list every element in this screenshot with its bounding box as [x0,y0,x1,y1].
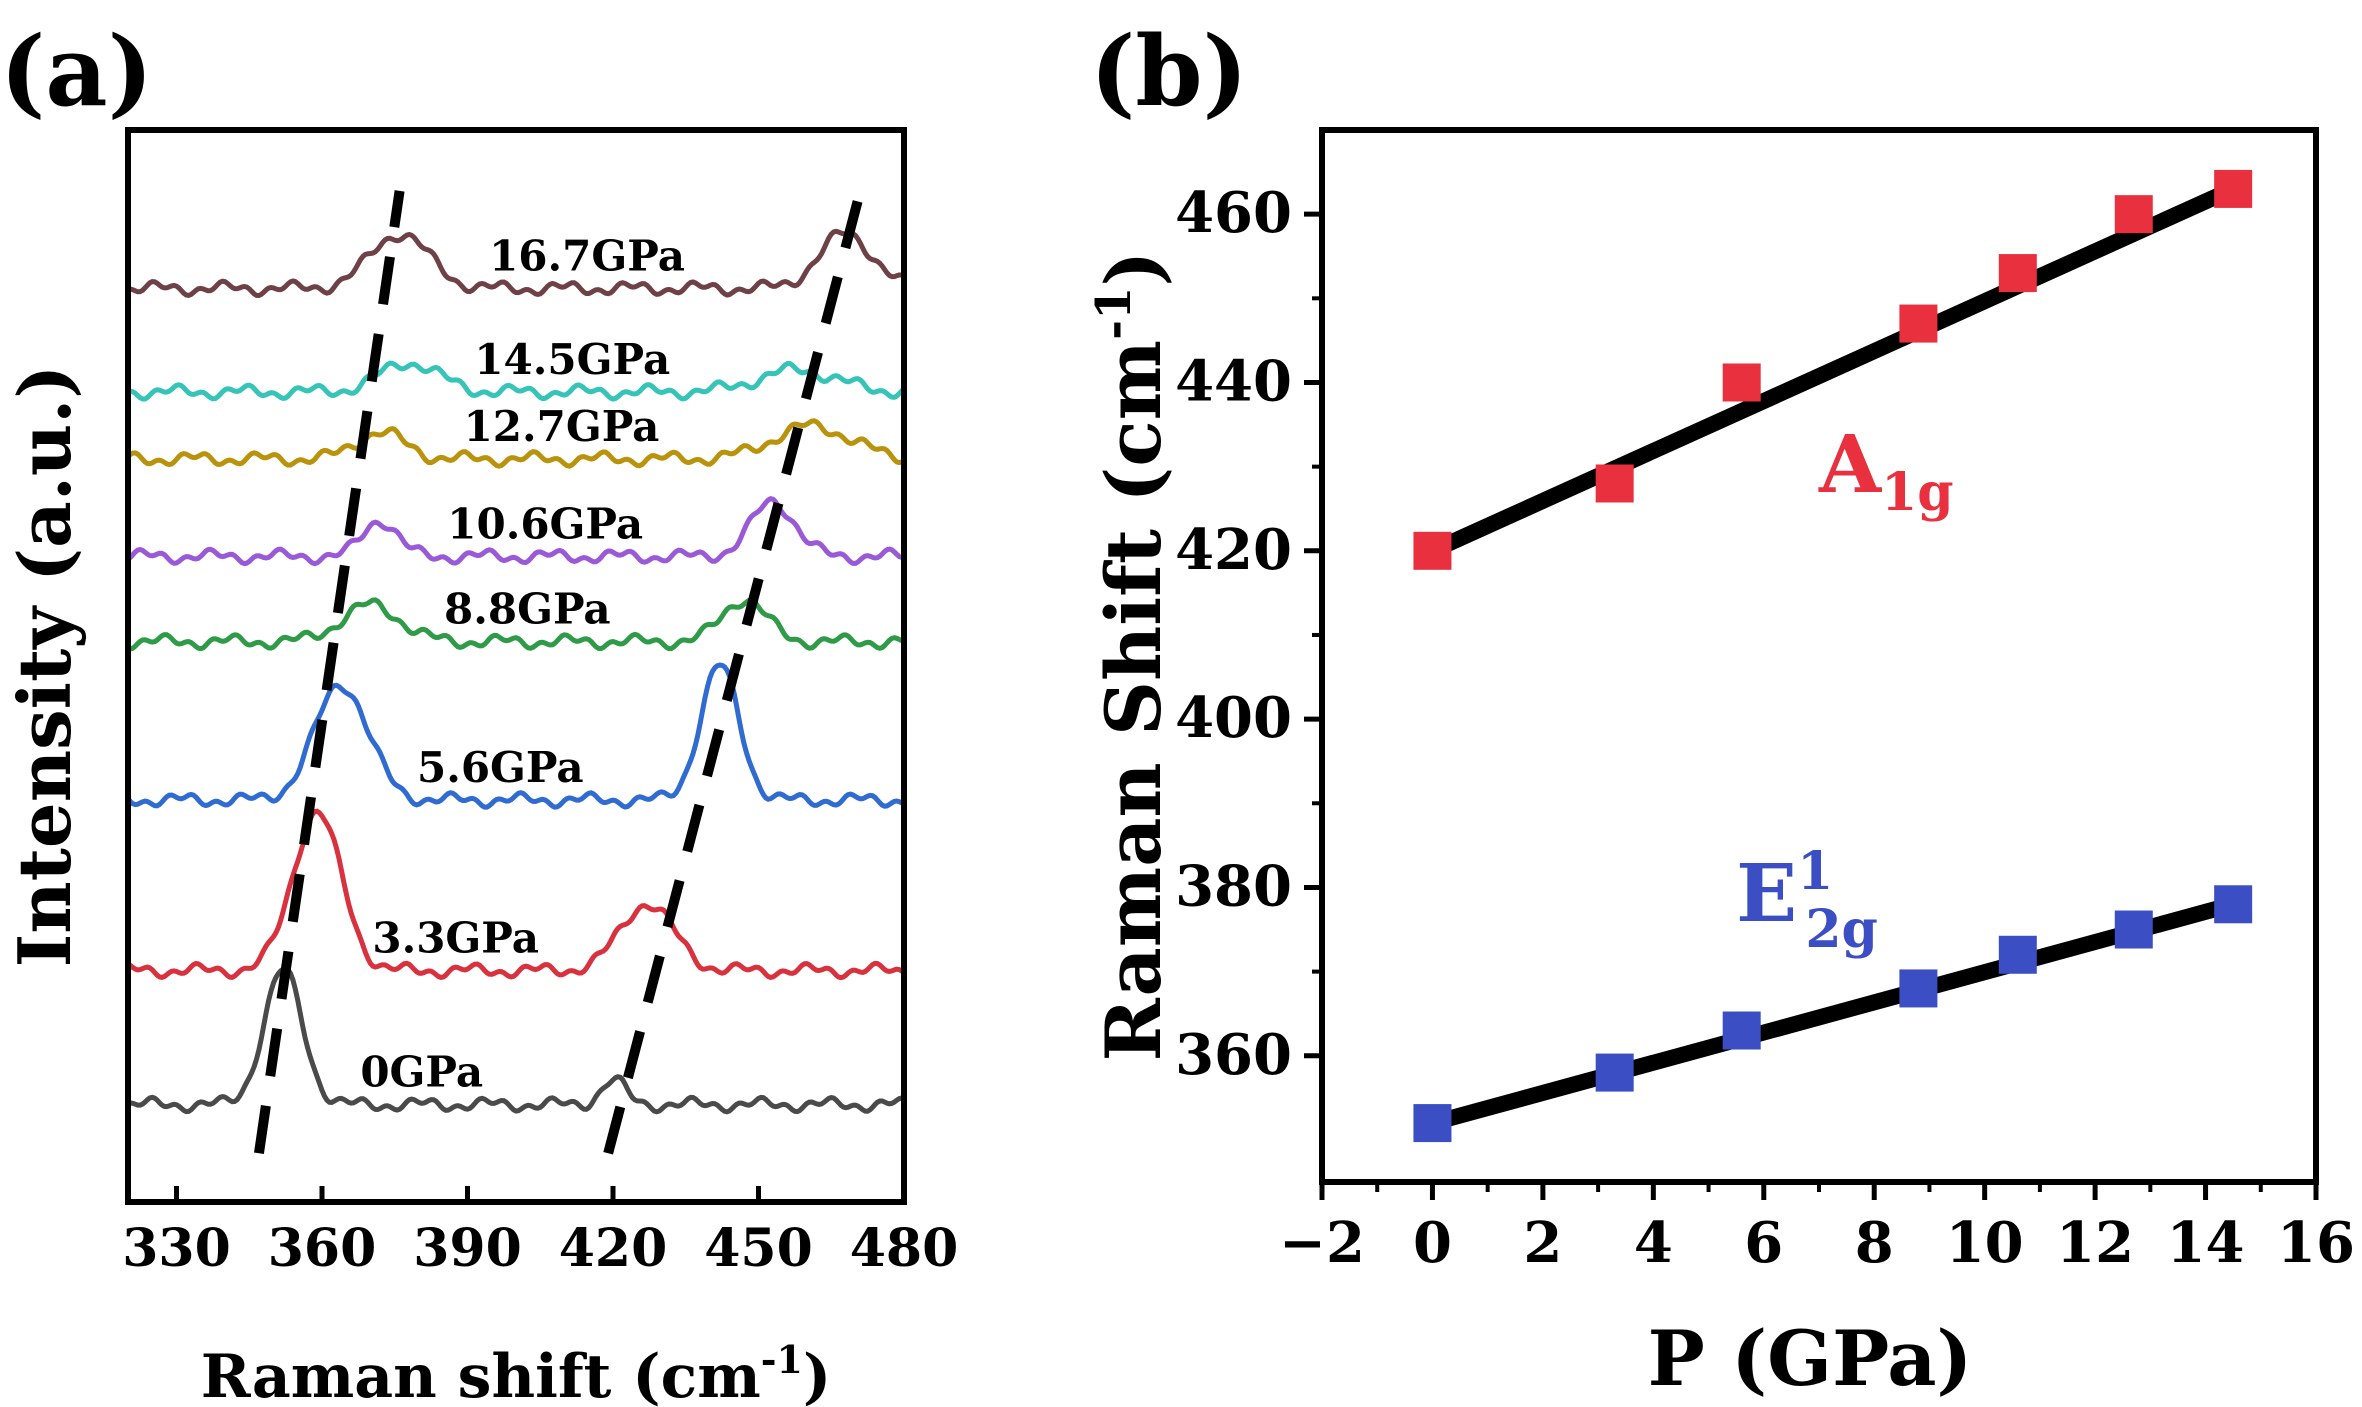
trend-line-2 [603,189,866,1155]
panel-a-plot: 0GPa 3.3GPa 5.6GPa 8.8GPa 10.6GPa 12.7GPa 14.5… [126,189,906,1155]
spectrum-16-7gpa [127,228,906,299]
y-tick-label: 460 [1175,180,1292,246]
point-a1g [2214,169,2253,208]
x-tick-label: 330 [122,1218,231,1279]
y-tick-label: 420 [1175,517,1292,583]
panel-a-y-label: Intensity (a.u.) [2,365,87,968]
x-tick-label: 390 [413,1218,522,1279]
panel-a: (a) 0GPa 3.3GPa 5.6GPa 8.8GPa 10.6GPa 12.7GPa… [0,15,958,1407]
point-a1g [1899,304,1938,343]
fit-line-e2g [1424,896,2242,1132]
point-a1g [2114,195,2153,234]
spectrum-label-10-6gpa: 10.6GPa [447,499,643,548]
point-a1g [1595,464,1634,503]
spectrum-14-5gpa [127,360,906,402]
spectrum-8-8gpa [127,597,905,652]
panel-b-ticks: −2 0 2 4 6 8 10 12 14 16 360 380 400 420 440 460 [1175,180,2355,1276]
spectrum-10-6gpa [126,496,905,567]
point-e2g [1899,969,1938,1008]
series-label-a1g: A1g [1818,417,1954,523]
fit-line-a1g [1424,180,2242,559]
point-e2g [2114,910,2153,949]
spectrum-0gpa [127,965,905,1115]
x-tick-label: 6 [1744,1210,1783,1276]
x-tick-label: 2 [1523,1210,1562,1276]
point-e2g [1998,935,2037,974]
panel-b-x-label: P (GPa) [1648,1314,1973,1403]
x-tick-label: 10 [1946,1210,2024,1276]
x-tick-label: −2 [1279,1210,1365,1276]
x-tick-label: 8 [1855,1210,1894,1276]
panel-b: (b) −2 0 2 4 6 8 10 12 14 16 360 380 400 420 440 460 P … [1086,15,2355,1403]
x-tick-label: 14 [2167,1210,2245,1276]
spectrum-label-14-5gpa: 14.5GPa [474,335,670,384]
x-tick-label: 420 [559,1218,668,1279]
x-tick-label: 360 [268,1218,377,1279]
trend-line-1 [254,190,405,1154]
spectrum-label-12-7gpa: 12.7GPa [464,402,660,451]
panel-a-x-label: Raman shift (cm-1) [201,1337,832,1407]
spectrum-3-3gpa [126,808,906,981]
point-a1g [1413,531,1452,570]
panel-b-y-label: Raman Shift (cm-1) [1086,251,1178,1062]
point-e2g [1722,1011,1761,1050]
spectrum-label-0gpa: 0GPa [360,1048,483,1097]
panel-a-label: (a) [0,15,153,128]
panel-a-x-ticks: 330 360 390 420 450 480 [122,1186,958,1279]
x-tick-label: 450 [704,1218,813,1279]
y-tick-label: 380 [1175,853,1292,919]
y-tick-label: 440 [1175,348,1292,414]
x-tick-label: 16 [2277,1210,2355,1276]
spectrum-label-3-3gpa: 3.3GPa [372,914,539,963]
spectrum-label-8-8gpa: 8.8GPa [444,585,611,634]
y-tick-label: 400 [1175,685,1292,751]
point-e2g [1595,1053,1634,1092]
panel-b-label: (b) [1090,15,1248,128]
x-tick-label: 12 [2056,1210,2134,1276]
spectrum-5-6gpa [126,662,906,810]
x-tick-label: 480 [850,1218,959,1279]
spectrum-label-5-6gpa: 5.6GPa [417,743,584,792]
point-e2g [2214,885,2253,924]
panel-a-frame [125,127,907,1205]
point-e2g [1413,1104,1452,1143]
y-tick-label: 360 [1175,1022,1292,1088]
spectrum-label-16-7gpa: 16.7GPa [489,231,685,280]
point-a1g [1722,363,1761,402]
panel-b-plot [1413,169,2253,1143]
x-tick-label: 4 [1634,1210,1673,1276]
series-label-e2g: E1 2g [1736,841,1878,960]
spectrum-12-7gpa [126,418,906,469]
x-tick-label: 0 [1413,1210,1452,1276]
point-a1g [1998,254,2037,293]
